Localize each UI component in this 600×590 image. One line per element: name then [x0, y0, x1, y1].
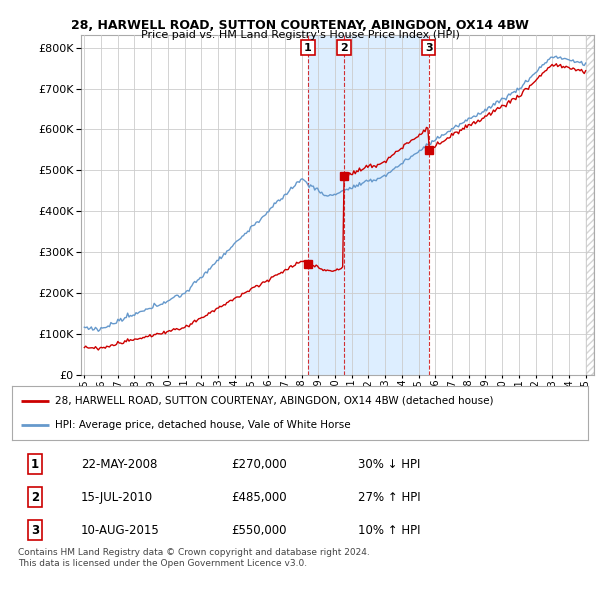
Text: 10% ↑ HPI: 10% ↑ HPI [358, 523, 420, 537]
Text: 3: 3 [31, 523, 39, 537]
Text: 1: 1 [31, 457, 39, 471]
Text: 22-MAY-2008: 22-MAY-2008 [81, 457, 157, 471]
Text: £550,000: £550,000 [231, 523, 286, 537]
Text: 15-JUL-2010: 15-JUL-2010 [81, 490, 153, 504]
Text: £485,000: £485,000 [231, 490, 287, 504]
Bar [344, 35, 429, 375]
Text: 3: 3 [425, 42, 433, 53]
Text: £270,000: £270,000 [231, 457, 287, 471]
Text: Contains HM Land Registry data © Crown copyright and database right 2024.: Contains HM Land Registry data © Crown c… [18, 548, 370, 556]
Text: 30% ↓ HPI: 30% ↓ HPI [358, 457, 420, 471]
Text: 2: 2 [31, 490, 39, 504]
Text: 27% ↑ HPI: 27% ↑ HPI [358, 490, 420, 504]
Text: 28, HARWELL ROAD, SUTTON COURTENAY, ABINGDON, OX14 4BW: 28, HARWELL ROAD, SUTTON COURTENAY, ABIN… [71, 19, 529, 32]
Text: Price paid vs. HM Land Registry's House Price Index (HPI): Price paid vs. HM Land Registry's House … [140, 30, 460, 40]
Text: 1: 1 [304, 42, 312, 53]
Text: 28, HARWELL ROAD, SUTTON COURTENAY, ABINGDON, OX14 4BW (detached house): 28, HARWELL ROAD, SUTTON COURTENAY, ABIN… [55, 396, 494, 406]
Text: 2: 2 [340, 42, 348, 53]
Bar [308, 35, 344, 375]
Text: 10-AUG-2015: 10-AUG-2015 [81, 523, 160, 537]
Bar [586, 35, 594, 375]
Text: This data is licensed under the Open Government Licence v3.0.: This data is licensed under the Open Gov… [18, 559, 307, 568]
Text: HPI: Average price, detached house, Vale of White Horse: HPI: Average price, detached house, Vale… [55, 420, 351, 430]
